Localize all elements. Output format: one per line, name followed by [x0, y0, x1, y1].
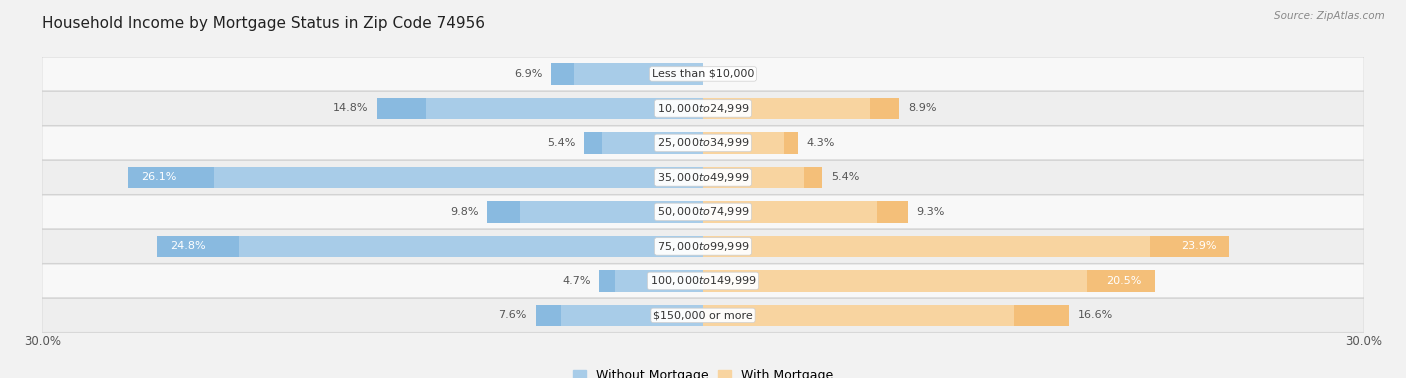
Bar [870, 98, 898, 119]
Bar [703, 270, 1154, 291]
Bar [156, 236, 703, 257]
Bar [703, 167, 823, 188]
Text: 16.6%: 16.6% [1077, 310, 1112, 321]
Text: 20.5%: 20.5% [1107, 276, 1142, 286]
Text: 4.3%: 4.3% [807, 138, 835, 148]
Text: 4.7%: 4.7% [562, 276, 591, 286]
Text: 9.3%: 9.3% [917, 207, 945, 217]
FancyBboxPatch shape [42, 195, 1364, 229]
Text: $150,000 or more: $150,000 or more [654, 310, 752, 321]
Text: 9.8%: 9.8% [450, 207, 478, 217]
Bar [703, 305, 1069, 326]
FancyBboxPatch shape [42, 229, 1364, 263]
Bar [536, 305, 703, 326]
Text: 23.9%: 23.9% [1181, 242, 1216, 251]
Text: 24.8%: 24.8% [170, 242, 205, 251]
Text: $10,000 to $24,999: $10,000 to $24,999 [657, 102, 749, 115]
Bar [377, 98, 703, 119]
Bar [1150, 236, 1229, 257]
FancyBboxPatch shape [42, 57, 1364, 91]
Text: Source: ZipAtlas.com: Source: ZipAtlas.com [1274, 11, 1385, 21]
Text: $100,000 to $149,999: $100,000 to $149,999 [650, 274, 756, 287]
Text: 5.4%: 5.4% [831, 172, 859, 183]
Text: $75,000 to $99,999: $75,000 to $99,999 [657, 240, 749, 253]
Bar [583, 132, 602, 153]
Bar [128, 167, 703, 188]
Bar [536, 305, 561, 326]
Text: 5.4%: 5.4% [547, 138, 575, 148]
Bar [783, 132, 797, 153]
Text: 26.1%: 26.1% [141, 172, 177, 183]
Text: 6.9%: 6.9% [513, 69, 543, 79]
FancyBboxPatch shape [42, 264, 1364, 298]
FancyBboxPatch shape [42, 161, 1364, 194]
Bar [1087, 270, 1154, 291]
Bar [703, 98, 898, 119]
Bar [703, 236, 1229, 257]
Bar [551, 63, 574, 85]
FancyBboxPatch shape [42, 126, 1364, 160]
Bar [156, 236, 239, 257]
Bar [583, 132, 703, 153]
Text: Less than $10,000: Less than $10,000 [652, 69, 754, 79]
Bar [1014, 305, 1069, 326]
Bar [486, 201, 703, 223]
Bar [703, 132, 797, 153]
Bar [804, 167, 823, 188]
Bar [377, 98, 426, 119]
Bar [703, 201, 908, 223]
FancyBboxPatch shape [42, 299, 1364, 332]
Text: 14.8%: 14.8% [333, 104, 368, 113]
Text: $25,000 to $34,999: $25,000 to $34,999 [657, 136, 749, 149]
Bar [877, 201, 908, 223]
Legend: Without Mortgage, With Mortgage: Without Mortgage, With Mortgage [568, 364, 838, 378]
Text: Household Income by Mortgage Status in Zip Code 74956: Household Income by Mortgage Status in Z… [42, 16, 485, 31]
Text: $50,000 to $74,999: $50,000 to $74,999 [657, 205, 749, 218]
Text: 7.6%: 7.6% [498, 310, 527, 321]
Bar [599, 270, 703, 291]
Bar [486, 201, 519, 223]
Bar [599, 270, 614, 291]
Bar [128, 167, 214, 188]
Text: 8.9%: 8.9% [908, 104, 936, 113]
Text: $35,000 to $49,999: $35,000 to $49,999 [657, 171, 749, 184]
Bar [551, 63, 703, 85]
FancyBboxPatch shape [42, 91, 1364, 125]
